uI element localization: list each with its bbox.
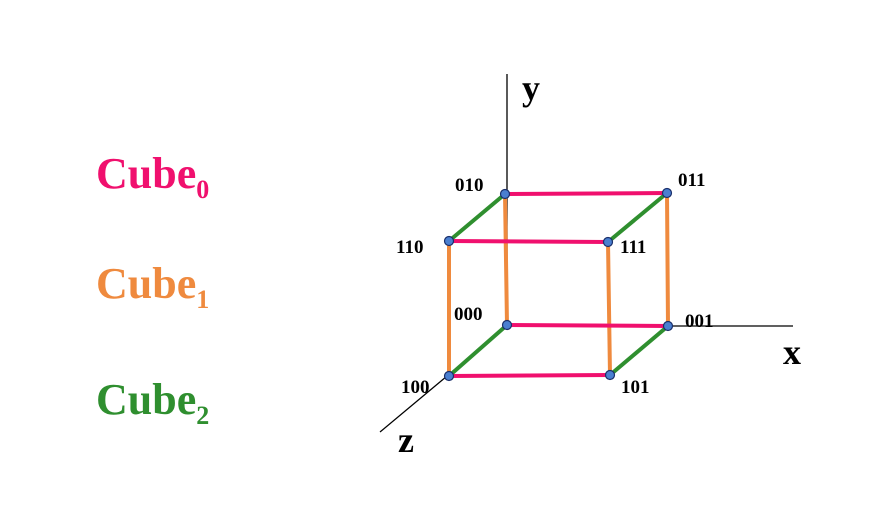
x-axis-label: x (783, 332, 801, 372)
legend-cube-0-base: Cube (96, 149, 197, 198)
edge-001-101 (608, 324, 670, 377)
vertex-110 (443, 235, 455, 247)
edge-010-011 (503, 191, 669, 196)
vertex-111 (602, 236, 614, 248)
legend-cube-1: Cube1 (96, 262, 209, 313)
z-axis-label: z (398, 420, 414, 460)
legend-cube-2-subscript: 2 (196, 401, 210, 430)
edge-010-110 (447, 192, 507, 243)
vertex-000 (501, 319, 513, 331)
edge-111-101 (606, 240, 612, 377)
edge-000-100 (447, 323, 509, 378)
edge-010-000 (503, 192, 509, 327)
vertex-label-100: 100 (401, 377, 430, 398)
vertex-label-011: 011 (678, 170, 705, 191)
vertex-011 (661, 187, 673, 199)
legend-cube-0-subscript: 0 (196, 175, 210, 204)
edge-100-101 (447, 373, 612, 378)
edge-110-111 (447, 239, 610, 244)
legend-cube-1-base: Cube (96, 259, 197, 308)
vertex-label-000: 000 (454, 304, 483, 325)
vertex-label-110: 110 (396, 237, 423, 258)
legend-cube-1-subscript: 1 (196, 285, 210, 314)
legend-cube-2-base: Cube (96, 375, 197, 424)
y-axis-label: y (522, 68, 540, 108)
vertex-label-010: 010 (455, 175, 484, 196)
legend-cube-2: Cube2 (96, 378, 209, 429)
vertex-001 (662, 320, 674, 332)
vertex-label-101: 101 (621, 377, 650, 398)
edge-011-001 (665, 191, 670, 328)
vertex-101 (604, 369, 616, 381)
legend-cube-0: Cube0 (96, 152, 209, 203)
vertex-100 (443, 370, 455, 382)
vertex-010 (499, 188, 511, 200)
edge-011-111 (606, 191, 669, 244)
vertex-label-111: 111 (620, 237, 646, 258)
edge-000-001 (505, 323, 670, 328)
vertex-label-001: 001 (685, 311, 714, 332)
